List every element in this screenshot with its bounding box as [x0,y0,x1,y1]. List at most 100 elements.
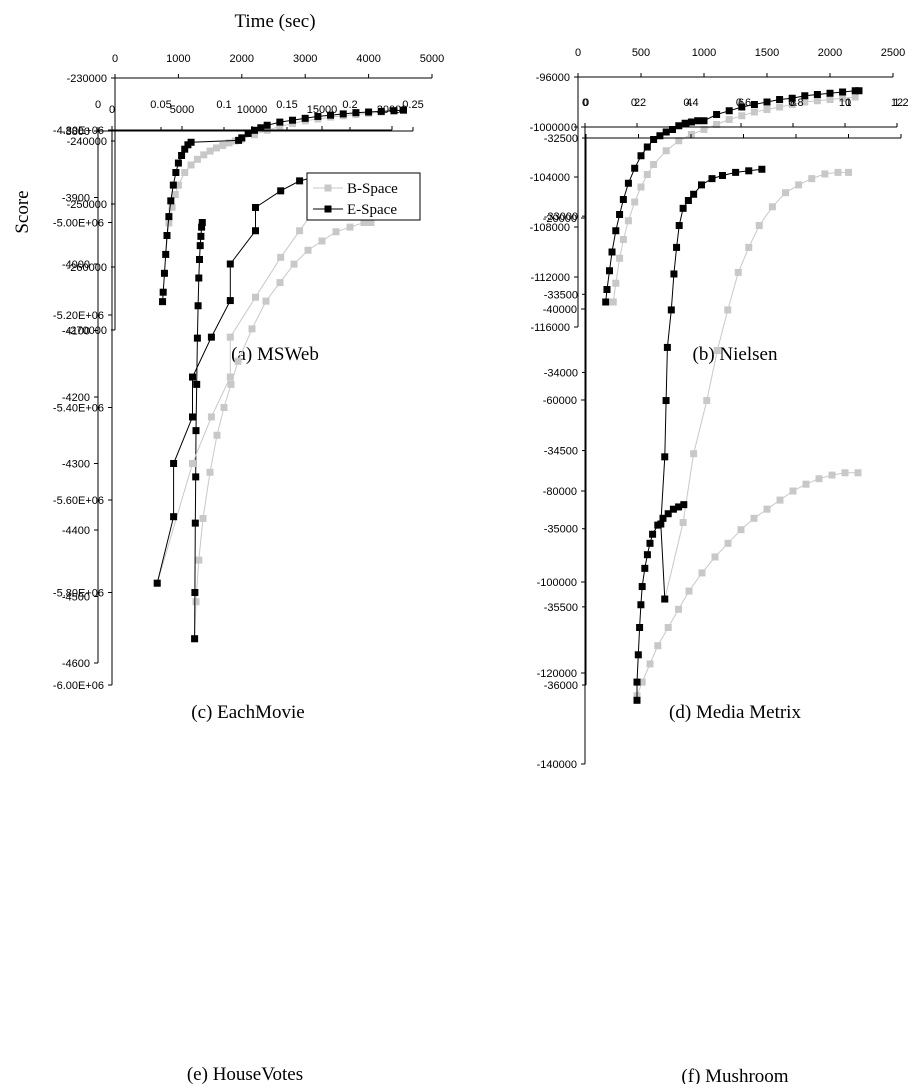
e-space-point [631,164,639,172]
x-tick-label: 0.25 [402,99,423,111]
b-space-point [662,147,670,155]
b-space-point [750,514,758,522]
e-space-point [194,302,202,310]
chart-panel-5: 0 0.05 0.1 0.15 0.2 0.25-3800-3900-4000-4100-… [62,99,424,1084]
y-tick-label: -250000 [67,199,107,211]
y-tick-label: -270000 [67,325,107,337]
y-tick-label: -5.40E+06 [53,403,104,415]
legend-label: E-Space [347,202,397,218]
e-space-point [196,242,204,250]
e-space-point [679,204,687,212]
e-space-point [612,227,620,235]
e-space-point [198,223,206,231]
e-space-point [170,513,178,521]
e-space-point [314,112,322,120]
e-space-point [198,219,206,226]
y-tick-label: -100000 [530,122,570,134]
x-tick-label: 0 [575,47,581,59]
b-space-point [226,333,234,341]
b-space-point [808,175,816,183]
y-tick-label: -40000 [543,304,577,316]
e-space-point [159,298,167,306]
y-tick-label: -4300 [62,459,90,471]
e-space-point [663,343,671,351]
e-space-point [637,601,645,609]
e-space-point [602,298,610,306]
e-space-point [624,179,632,187]
e-space-point [633,678,641,686]
b-space-point [763,505,771,513]
y-tick-label: -116000 [530,322,570,334]
e-space-point [196,256,203,263]
e-space-point [669,126,676,133]
e-space-point [289,116,297,124]
b-space-point [703,397,711,405]
legend-swatch-marker [324,184,332,192]
x-tick-label: 2000 [818,47,842,59]
b-space-point [637,183,645,191]
b-space-point [193,155,201,163]
e-space-point [681,119,689,127]
b-space-point [700,126,708,133]
b-space-point [763,106,771,113]
panel-caption: (c) EachMovie [191,702,304,723]
b-space-point [851,93,859,101]
y-tick-label: -3800 [62,126,90,138]
e-space-point [263,121,271,129]
e-space-point [698,181,705,189]
b-space-line [612,96,856,303]
y-tick-label: -35000 [544,524,578,536]
legend: B-Space E-Space [306,172,421,221]
e-space-point [636,624,644,631]
b-space-point [262,297,270,305]
b-space-point [801,98,809,106]
y-tick-label: -4600 [62,658,90,670]
x-tick-label: 0.1 [216,99,231,111]
b-space-point [638,678,646,686]
b-space-point [788,101,796,108]
b-space-point [612,279,620,287]
y-tick-label: -3900 [62,193,90,205]
b-space-point [200,151,208,159]
b-space-point [643,171,651,178]
e-space-point [708,175,716,183]
x-tick-label: 0.05 [150,99,171,111]
e-space-point [732,168,740,176]
b-space-point [199,515,207,522]
e-space-point [641,564,649,572]
b-space-point [690,450,698,458]
b-space-point [685,587,693,595]
x-tick-label: 1000 [692,47,716,59]
y-tick-label: -60000 [543,395,577,407]
e-space-point [197,232,205,240]
e-space-point [690,190,698,198]
e-space-point [637,152,645,160]
x-tick-label: 0 [583,97,589,109]
y-tick-label: -100000 [537,577,577,589]
x-tick-label: 0 [112,53,118,65]
e-space-point [159,288,167,296]
panel-caption: (e) HouseVotes [187,1064,303,1084]
y-tick-label: -4100 [62,326,90,338]
e-space-point [661,595,669,603]
chart-panel-2: 0 500 1000 1500 2000 2500-96000-100000-104000… [530,47,906,365]
e-space-point [189,373,196,381]
b-space-point [276,279,284,287]
x-tick-label: 8 [790,97,796,109]
e-space-point [675,503,683,511]
b-space-point [650,161,658,168]
e-space-point [187,138,195,146]
e-space-point [193,334,201,342]
b-space-point [675,137,683,145]
b-space-point [734,268,742,276]
b-space-point [679,518,687,526]
legend-swatch-marker [324,205,332,213]
e-space-point [670,270,678,278]
panel-caption: (f) Mushroom [681,1066,788,1084]
e-space-point [252,203,259,211]
b-space-point [226,373,234,381]
x-tick-label: 10 [839,97,851,109]
y-tick-label: -104000 [530,172,570,184]
b-space-point [171,191,179,199]
e-space-point [673,243,681,251]
